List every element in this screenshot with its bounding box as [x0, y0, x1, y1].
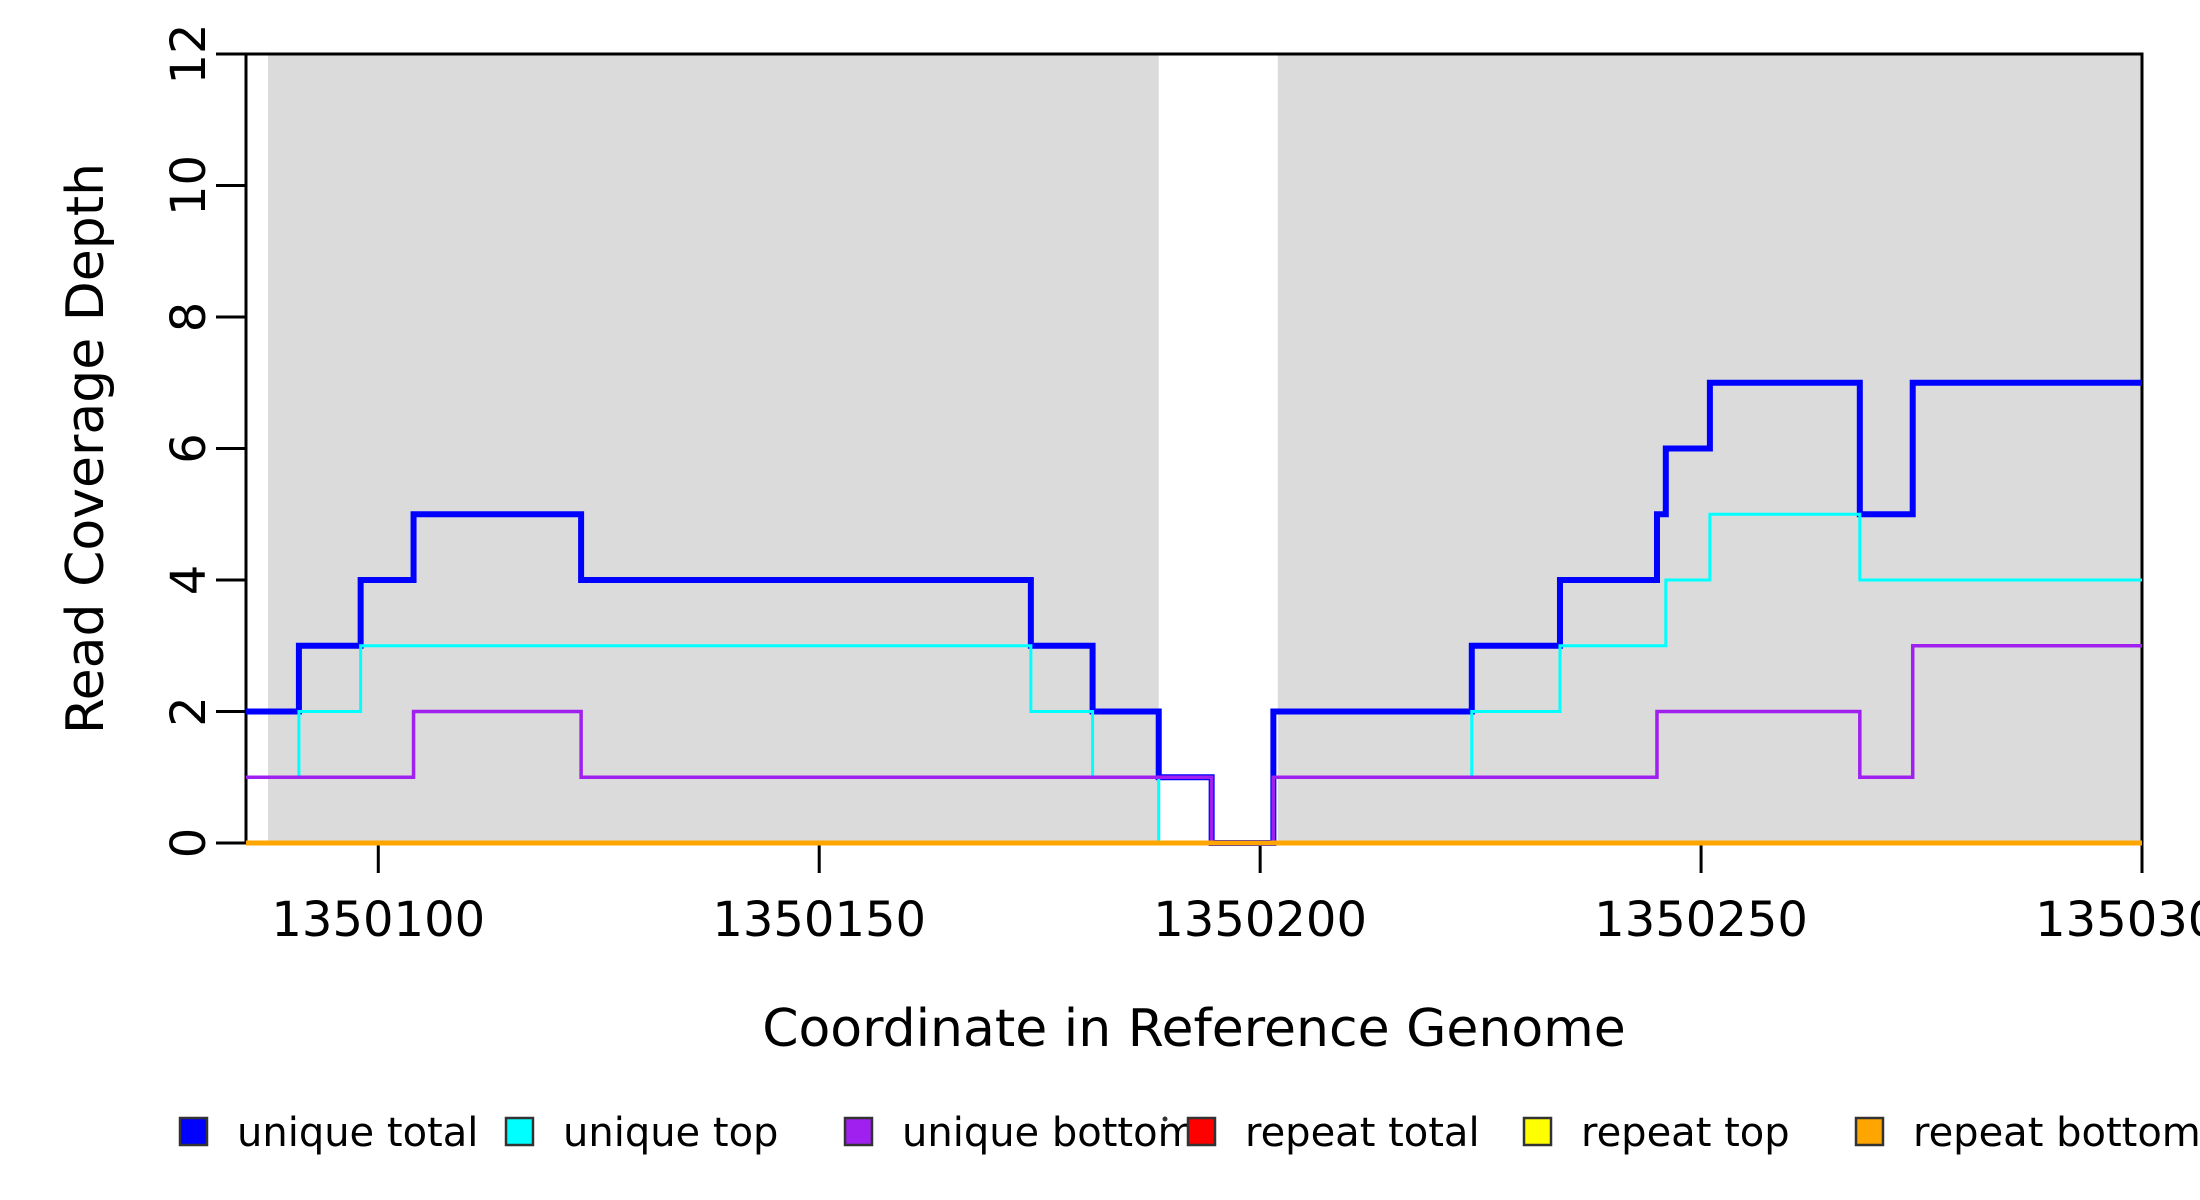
x-tick-label: 1350300: [2035, 892, 2200, 948]
legend-item: unique top: [504, 1110, 778, 1156]
x-tick-label: 1350200: [1153, 892, 1367, 948]
legend-label: repeat bottom: [1913, 1110, 2200, 1156]
legend-item: repeat total: [1186, 1110, 1480, 1156]
legend-item: repeat top: [1522, 1110, 1790, 1156]
series-unique-bottom: [246, 644, 2142, 845]
legend-item: repeat bottom: [1854, 1110, 2200, 1156]
y-axis-title: Read Coverage Depth: [56, 163, 116, 734]
legend: unique total unique top unique bottom repea…: [178, 1110, 2200, 1156]
legend-label: unique total: [237, 1110, 478, 1156]
y-tick-label: 12: [161, 23, 217, 84]
legend-label: unique top: [563, 1110, 778, 1156]
legend-swatch-unique-total: [178, 1116, 209, 1147]
x-axis-title: Coordinate in Reference Genome: [762, 999, 1626, 1059]
legend-item: unique bottom: [843, 1110, 1197, 1156]
legend-label: unique bottom: [902, 1110, 1197, 1156]
legend-swatch-repeat-total: [1186, 1116, 1217, 1147]
shaded-region: [268, 54, 1159, 843]
series-lines: [246, 379, 2142, 846]
y-tick-label: 2: [161, 696, 217, 727]
y-tick-label: 0: [161, 828, 217, 859]
legend-swatch-unique-bottom: [843, 1116, 874, 1147]
x-tick-label: 1350250: [1594, 892, 1808, 948]
legend-label: repeat total: [1245, 1110, 1480, 1156]
legend-swatch-unique-top: [504, 1116, 535, 1147]
legend-swatch-repeat-bottom: [1854, 1116, 1885, 1147]
y-tick-label: 8: [161, 302, 217, 333]
axes: 1350100 1350150 1350200 1350250 1350300 0 2 4 6 8…: [161, 23, 2200, 948]
legend-item: unique total: [178, 1110, 478, 1156]
y-tick-label: 10: [161, 155, 217, 216]
x-tick-label: 1350150: [712, 892, 926, 948]
legend-label: repeat top: [1581, 1110, 1790, 1156]
legend-swatch-repeat-top: [1522, 1116, 1553, 1147]
stray-dot: [1162, 1116, 1168, 1122]
y-tick-label: 4: [161, 565, 217, 596]
y-tick-label: 6: [161, 433, 217, 464]
x-tick-label: 1350100: [271, 892, 485, 948]
